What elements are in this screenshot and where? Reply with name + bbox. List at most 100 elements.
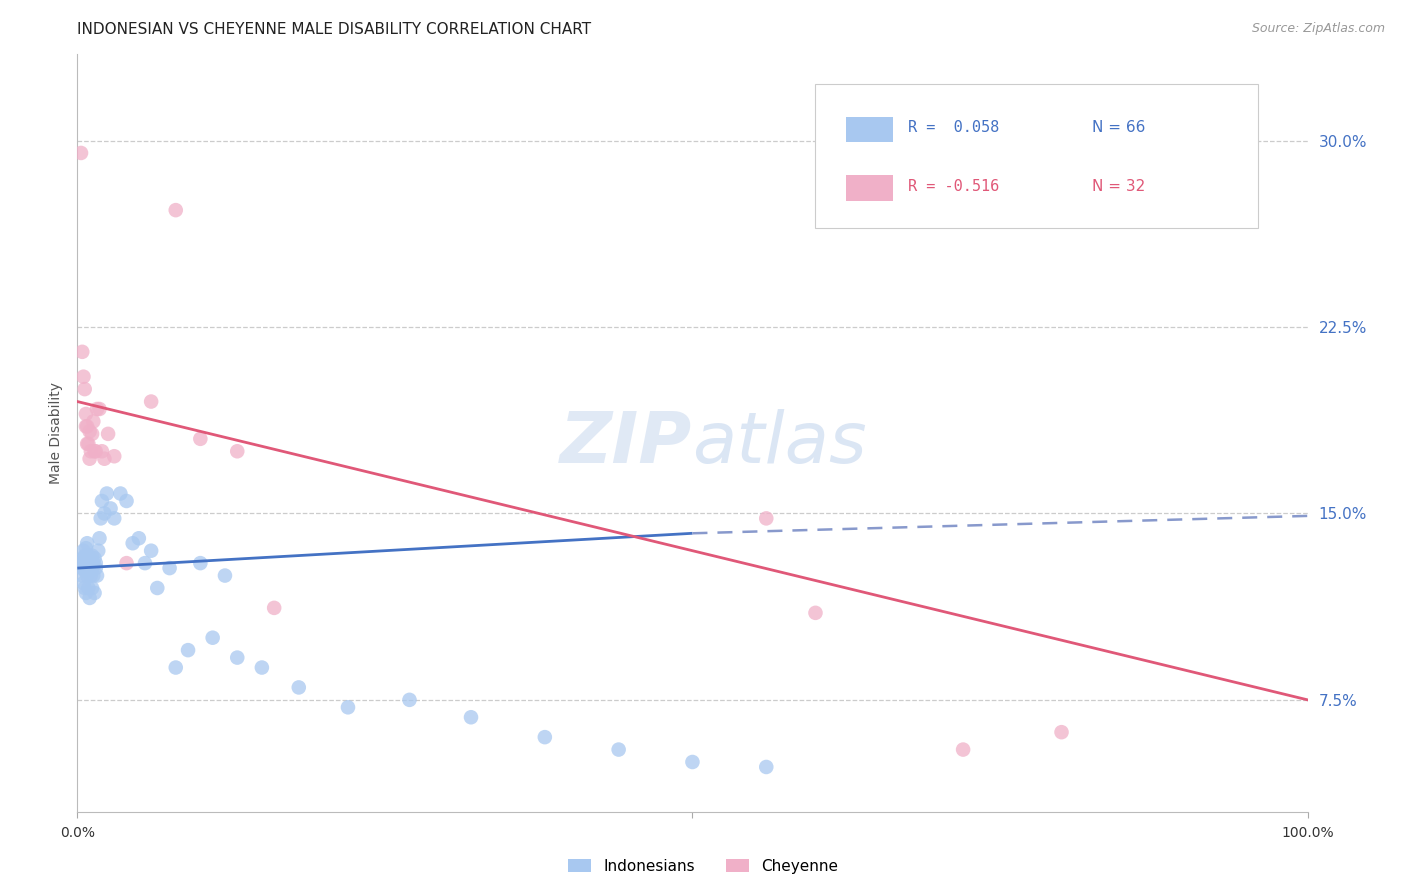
Point [83,444,105,458]
Point [73,382,96,396]
Point [146,581,169,595]
Point [682,755,704,769]
Point [75,586,97,600]
Point [755,511,778,525]
Point [288,681,311,695]
Point [93,451,115,466]
Point [226,650,249,665]
Point [87,543,110,558]
Point [76,556,98,570]
Point [76,568,98,582]
Point [90,511,112,525]
Point [337,700,360,714]
Point [82,568,104,582]
Point [75,551,97,566]
Point [86,402,108,417]
Legend: Indonesians, Cheyenne: Indonesians, Cheyenne [562,853,844,880]
Point [70,568,93,582]
Point [190,432,212,446]
Point [607,742,630,756]
Point [165,660,187,674]
Point [75,561,97,575]
Bar [846,117,893,142]
Text: atlas: atlas [693,409,868,478]
Point [263,600,285,615]
Bar [846,175,893,201]
Point [70,556,93,570]
Point [89,531,111,545]
Point [82,549,104,563]
Point [79,451,101,466]
Point [76,437,98,451]
Point [84,561,107,575]
Text: Source: ZipAtlas.com: Source: ZipAtlas.com [1251,22,1385,36]
Point [96,486,118,500]
Point [103,511,125,525]
Point [250,660,273,674]
Point [73,581,96,595]
Point [804,606,827,620]
Point [86,568,108,582]
Point [1050,725,1073,739]
Point [79,425,101,439]
Point [70,561,93,575]
Point [534,730,557,744]
Point [177,643,200,657]
Point [84,444,107,458]
Point [460,710,482,724]
Point [97,426,120,441]
Point [75,407,97,421]
Point [73,549,96,563]
Y-axis label: Male Disability: Male Disability [49,382,63,483]
Point [70,145,93,160]
Point [201,631,224,645]
Point [165,203,187,218]
Point [77,561,100,575]
Point [72,576,94,591]
Point [89,402,111,417]
Point [77,549,100,563]
Point [79,591,101,605]
Point [398,693,420,707]
Text: R = -0.516: R = -0.516 [908,178,1000,194]
Text: INDONESIAN VS CHEYENNE MALE DISABILITY CORRELATION CHART: INDONESIAN VS CHEYENNE MALE DISABILITY C… [77,22,592,37]
Point [141,394,163,409]
Text: ZIP: ZIP [560,409,693,478]
Point [90,444,114,458]
Point [103,449,125,463]
Point [100,501,122,516]
Point [82,414,104,428]
Point [79,561,101,575]
Text: R =  0.058: R = 0.058 [908,120,1000,136]
Point [755,760,778,774]
Point [115,556,138,570]
Point [82,556,104,570]
Point [134,556,156,570]
Point [159,561,181,575]
Point [72,543,94,558]
Point [76,536,98,550]
Point [90,494,114,508]
Point [952,742,974,756]
Point [128,531,150,545]
Point [84,556,107,570]
Point [93,507,115,521]
Point [73,556,96,570]
Point [83,586,105,600]
Point [115,494,138,508]
Point [75,419,97,434]
Point [214,568,236,582]
Point [76,419,98,434]
Point [79,551,101,566]
Point [121,536,143,550]
FancyBboxPatch shape [815,84,1258,228]
Point [82,581,104,595]
Text: N = 66: N = 66 [1092,120,1146,136]
Point [70,344,93,359]
Point [226,444,249,458]
Point [75,541,97,556]
Point [141,543,163,558]
Point [82,561,104,575]
Point [110,486,132,500]
Point [190,556,212,570]
